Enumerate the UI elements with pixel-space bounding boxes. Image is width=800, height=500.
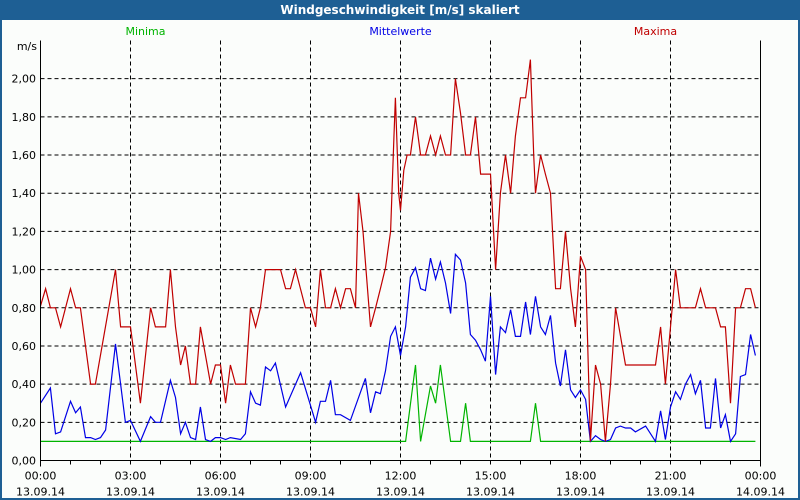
x-tick-time: 15:00 [475, 470, 507, 483]
y-tick-label: 1,00 [12, 264, 37, 277]
legend-mittelwerte: Mittelwerte [369, 25, 432, 38]
y-tick-label: 0,00 [12, 455, 37, 468]
y-tick-label: 1,20 [12, 225, 37, 238]
x-tick-time: 06:00 [205, 470, 237, 483]
x-tick-date: 13.09.14 [196, 486, 245, 499]
x-tick-date: 14.09.14 [736, 486, 785, 499]
x-tick-date: 13.09.14 [286, 486, 335, 499]
y-tick-label: 1,80 [12, 111, 37, 124]
y-tick-label: 2,00 [12, 73, 37, 86]
y-tick-label: 0,40 [12, 378, 37, 391]
y-tick-label: 0,80 [12, 302, 37, 315]
x-tick-time: 00:00 [25, 470, 57, 483]
legend-minima: Minima [125, 25, 165, 38]
x-tick-time: 21:00 [655, 470, 687, 483]
x-tick-date: 13.09.14 [16, 486, 65, 499]
series-line-mittelwerte [39, 252, 756, 444]
x-tick-time: 09:00 [295, 470, 327, 483]
x-tick-date: 13.09.14 [376, 486, 425, 499]
y-tick-label: 1,60 [12, 149, 37, 162]
series-line-minima [40, 364, 756, 442]
y-tick-label: 0,60 [12, 340, 37, 353]
y-tick-label: 0,20 [12, 416, 37, 429]
x-tick-date: 13.09.14 [466, 486, 515, 499]
y-axis-unit: m/s [17, 40, 37, 53]
x-tick-time: 00:00 [745, 470, 777, 483]
x-tick-date: 13.09.14 [106, 486, 155, 499]
x-tick-date: 13.09.14 [646, 486, 695, 499]
x-tick-time: 12:00 [385, 470, 417, 483]
x-tick-time: 18:00 [565, 470, 597, 483]
series-line-maxima [39, 59, 756, 442]
window-title: Windgeschwindigkeit [m/s] skaliert [280, 3, 520, 17]
y-tick-label: 1,40 [12, 187, 37, 200]
legend-maxima: Maxima [634, 25, 677, 38]
x-tick-time: 03:00 [115, 470, 147, 483]
x-tick-date: 13.09.14 [556, 486, 605, 499]
